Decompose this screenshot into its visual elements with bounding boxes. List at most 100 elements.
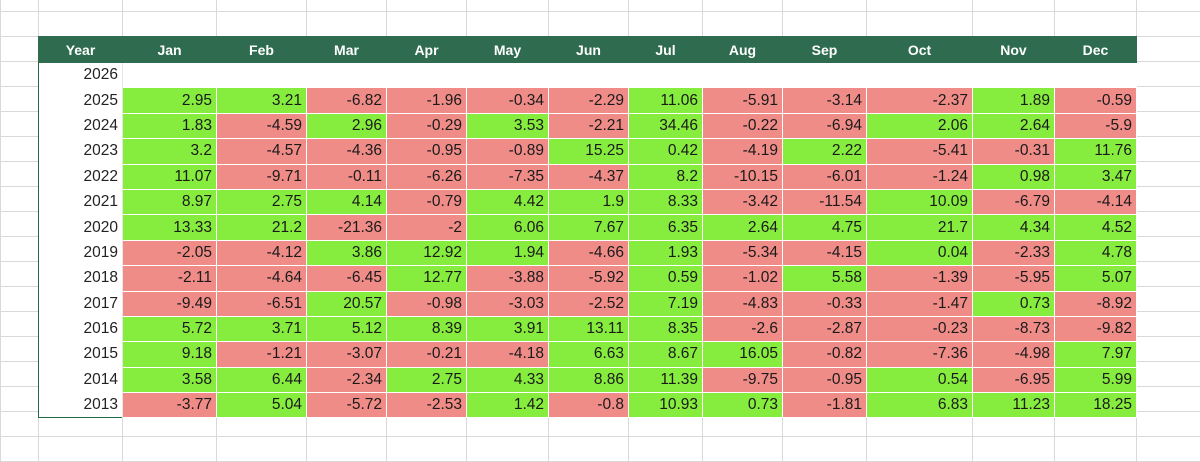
value-cell[interactable]: -9.49: [122, 290, 217, 317]
value-cell[interactable]: 34.46: [628, 112, 703, 140]
value-cell[interactable]: -4.83: [702, 290, 783, 317]
value-cell[interactable]: -0.95: [782, 366, 867, 394]
value-cell[interactable]: -6.01: [782, 163, 867, 190]
value-cell[interactable]: 21.7: [866, 214, 973, 241]
value-cell[interactable]: 2.64: [972, 112, 1055, 140]
value-cell[interactable]: 4.14: [306, 188, 387, 216]
value-cell[interactable]: 7.67: [548, 214, 629, 241]
value-cell[interactable]: -4.18: [466, 341, 549, 368]
value-cell[interactable]: 0.42: [628, 138, 703, 165]
year-cell[interactable]: 2016: [38, 316, 123, 342]
value-cell[interactable]: 21.2: [216, 214, 307, 241]
value-cell[interactable]: -0.89: [466, 138, 549, 165]
value-cell[interactable]: -2.21: [548, 112, 629, 140]
value-cell[interactable]: -2.29: [548, 87, 629, 114]
value-cell[interactable]: 16.05: [702, 341, 783, 368]
value-cell[interactable]: [972, 61, 1055, 89]
value-cell[interactable]: 1.42: [466, 392, 549, 419]
year-cell[interactable]: 2020: [38, 214, 123, 241]
value-cell[interactable]: [628, 61, 703, 89]
value-cell[interactable]: -6.51: [216, 290, 307, 317]
year-cell[interactable]: 2023: [38, 138, 123, 165]
value-cell[interactable]: 5.72: [122, 315, 217, 343]
value-cell[interactable]: 10.09: [866, 188, 973, 216]
value-cell[interactable]: -0.22: [702, 112, 783, 140]
value-cell[interactable]: 12.77: [386, 265, 467, 292]
value-cell[interactable]: -3.88: [466, 265, 549, 292]
value-cell[interactable]: 3.53: [466, 112, 549, 140]
value-cell[interactable]: -6.45: [306, 265, 387, 292]
header-oct[interactable]: Oct: [866, 36, 973, 63]
value-cell[interactable]: -4.19: [702, 138, 783, 165]
value-cell[interactable]: -0.59: [1054, 87, 1137, 114]
value-cell[interactable]: -2.53: [386, 392, 467, 419]
value-cell[interactable]: 8.33: [628, 188, 703, 216]
year-cell[interactable]: 2017: [38, 291, 123, 317]
header-dec[interactable]: Dec: [1054, 36, 1137, 63]
value-cell[interactable]: 8.35: [628, 315, 703, 343]
value-cell[interactable]: -6.79: [972, 188, 1055, 216]
value-cell[interactable]: -5.72: [306, 392, 387, 419]
value-cell[interactable]: 18.25: [1054, 392, 1137, 419]
value-cell[interactable]: -1.21: [216, 341, 307, 368]
value-cell[interactable]: -2.37: [866, 87, 973, 114]
value-cell[interactable]: 2.75: [386, 366, 467, 394]
value-cell[interactable]: -0.98: [386, 290, 467, 317]
value-cell[interactable]: -2.05: [122, 239, 217, 267]
value-cell[interactable]: -2.52: [548, 290, 629, 317]
value-cell[interactable]: 1.83: [122, 112, 217, 140]
value-cell[interactable]: -2.11: [122, 265, 217, 292]
value-cell[interactable]: -0.29: [386, 112, 467, 140]
value-cell[interactable]: -0.34: [466, 87, 549, 114]
value-cell[interactable]: 6.35: [628, 214, 703, 241]
value-cell[interactable]: 0.04: [866, 239, 973, 267]
year-cell[interactable]: 2014: [38, 367, 123, 393]
value-cell[interactable]: 20.57: [306, 290, 387, 317]
value-cell[interactable]: -5.92: [548, 265, 629, 292]
value-cell[interactable]: -4.98: [972, 341, 1055, 368]
value-cell[interactable]: 5.58: [782, 265, 867, 292]
value-cell[interactable]: 4.52: [1054, 214, 1137, 241]
value-cell[interactable]: -0.21: [386, 341, 467, 368]
value-cell[interactable]: -2.33: [972, 239, 1055, 267]
value-cell[interactable]: -1.47: [866, 290, 973, 317]
value-cell[interactable]: 1.94: [466, 239, 549, 267]
year-cell[interactable]: 2019: [38, 240, 123, 266]
value-cell[interactable]: 11.23: [972, 392, 1055, 419]
value-cell[interactable]: -1.02: [702, 265, 783, 292]
value-cell[interactable]: 6.63: [548, 341, 629, 368]
header-sep[interactable]: Sep: [782, 36, 867, 63]
value-cell[interactable]: -4.37: [548, 163, 629, 190]
header-mar[interactable]: Mar: [306, 36, 387, 63]
value-cell[interactable]: 15.25: [548, 138, 629, 165]
value-cell[interactable]: 6.06: [466, 214, 549, 241]
value-cell[interactable]: -0.11: [306, 163, 387, 190]
value-cell[interactable]: 0.73: [972, 290, 1055, 317]
value-cell[interactable]: 2.96: [306, 112, 387, 140]
value-cell[interactable]: -4.15: [782, 239, 867, 267]
value-cell[interactable]: -4.12: [216, 239, 307, 267]
value-cell[interactable]: -6.82: [306, 87, 387, 114]
value-cell[interactable]: -0.95: [386, 138, 467, 165]
year-cell[interactable]: 2015: [38, 341, 123, 368]
value-cell[interactable]: -9.71: [216, 163, 307, 190]
value-cell[interactable]: [386, 61, 467, 89]
year-cell[interactable]: 2022: [38, 164, 123, 190]
year-cell[interactable]: 2025: [38, 87, 123, 114]
value-cell[interactable]: -10.15: [702, 163, 783, 190]
header-nov[interactable]: Nov: [972, 36, 1055, 63]
value-cell[interactable]: 11.07: [122, 163, 217, 190]
value-cell[interactable]: 3.21: [216, 87, 307, 114]
value-cell[interactable]: -1.81: [782, 392, 867, 419]
value-cell[interactable]: -4.57: [216, 138, 307, 165]
value-cell[interactable]: -3.42: [702, 188, 783, 216]
value-cell[interactable]: [548, 61, 629, 89]
value-cell[interactable]: 5.12: [306, 315, 387, 343]
value-cell[interactable]: -7.36: [866, 341, 973, 368]
value-cell[interactable]: 1.89: [972, 87, 1055, 114]
value-cell[interactable]: -7.35: [466, 163, 549, 190]
value-cell[interactable]: 3.2: [122, 138, 217, 165]
value-cell[interactable]: 11.39: [628, 366, 703, 394]
value-cell[interactable]: 2.22: [782, 138, 867, 165]
value-cell[interactable]: 5.99: [1054, 366, 1137, 394]
